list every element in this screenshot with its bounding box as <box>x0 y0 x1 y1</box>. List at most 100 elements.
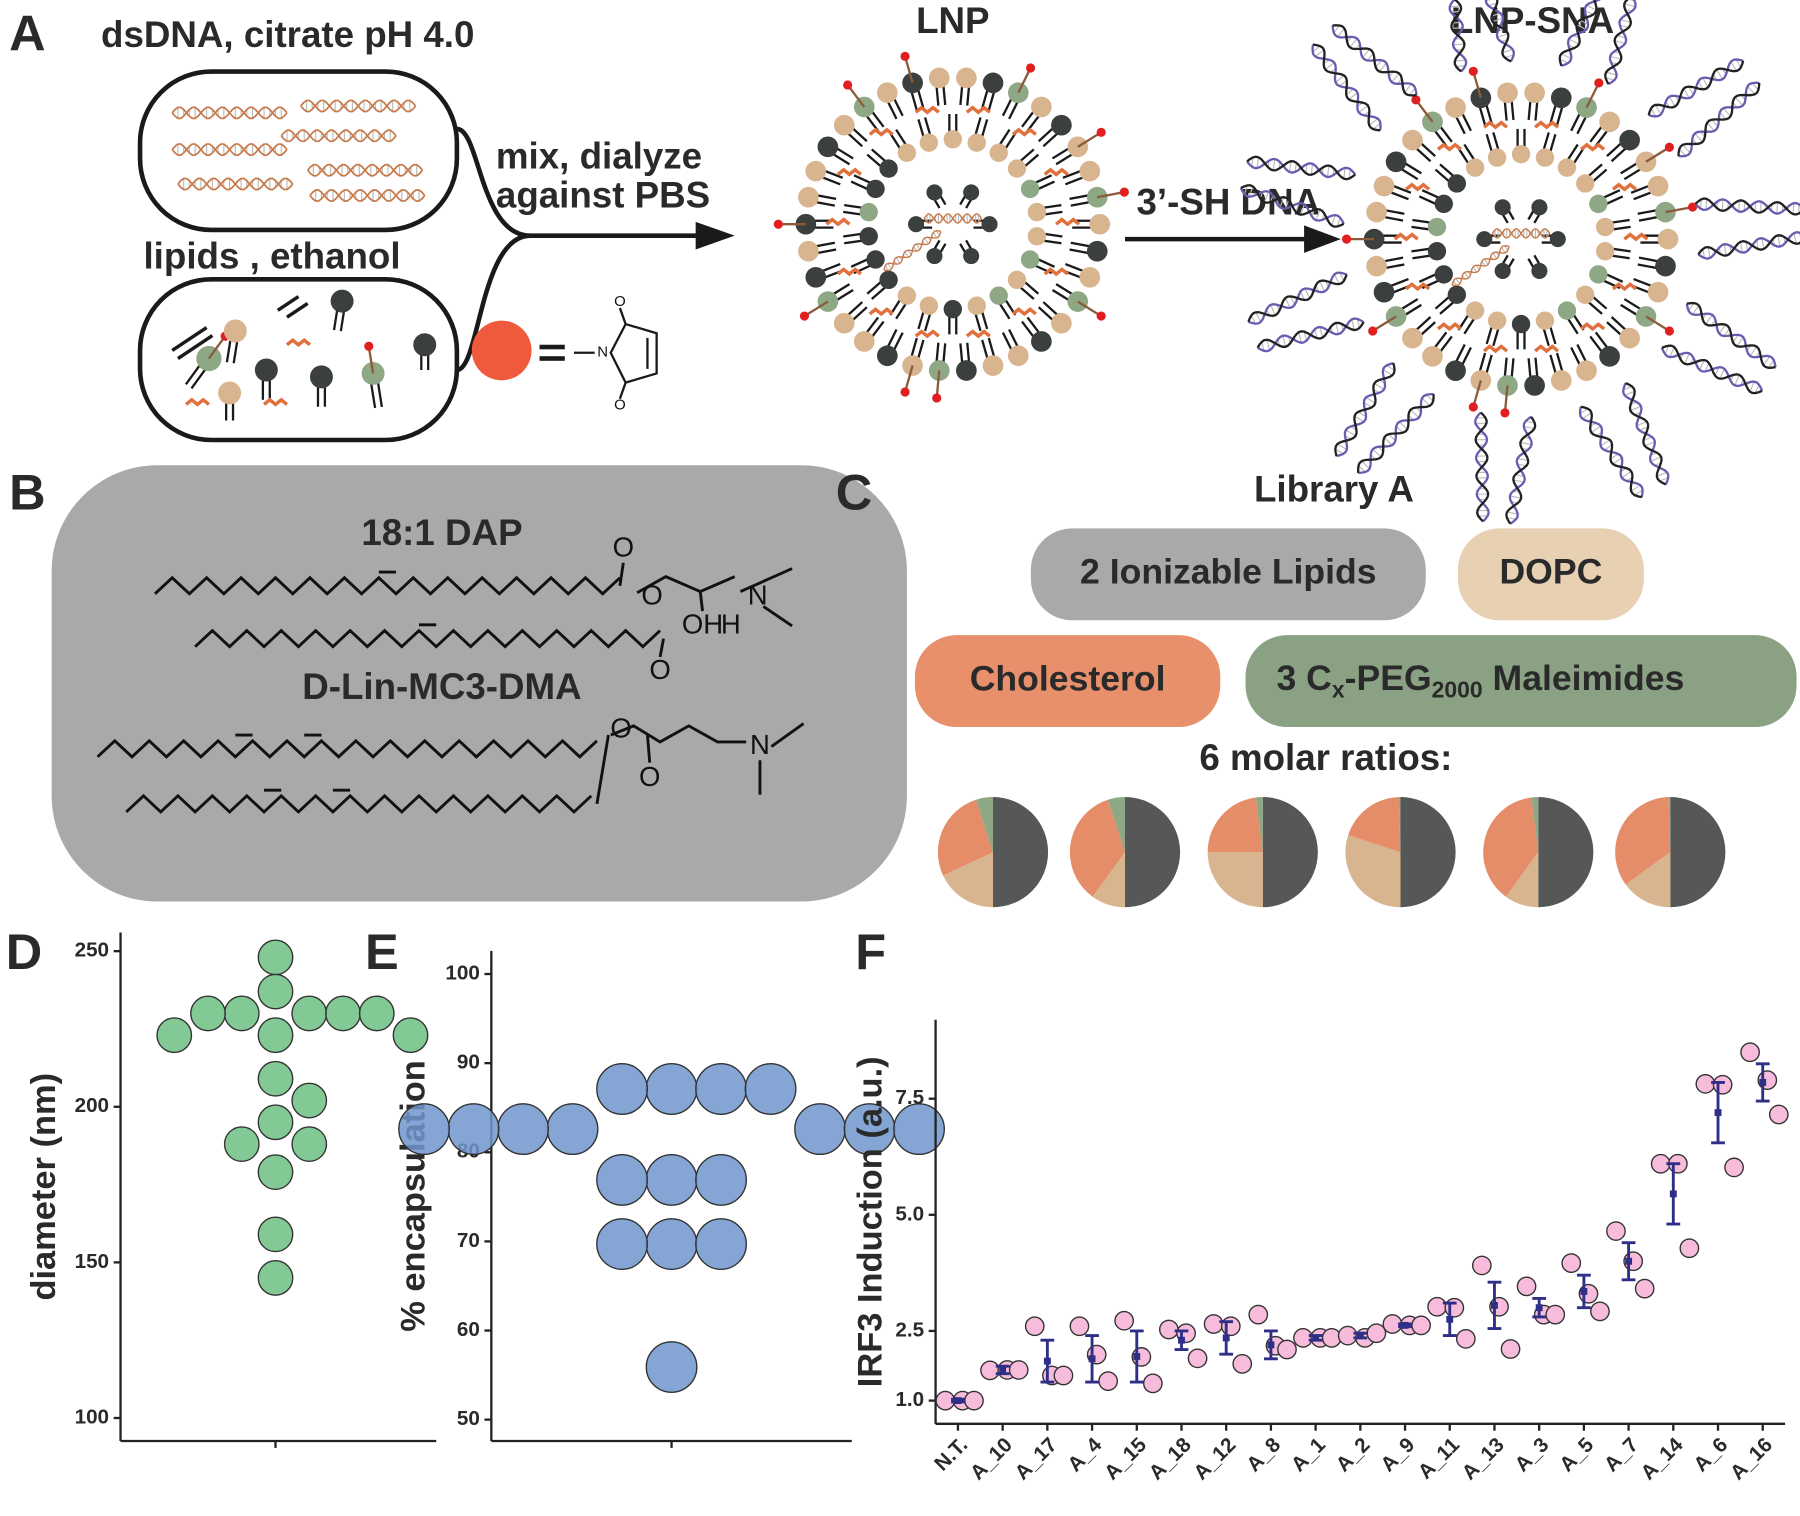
dna-strand <box>923 213 983 224</box>
dsdna-title: dsDNA, citrate pH 4.0 <box>101 14 474 55</box>
base-pair <box>1319 326 1324 338</box>
base-pair <box>1714 367 1720 377</box>
base-pair <box>884 265 889 271</box>
data-point <box>358 995 395 1032</box>
base-pair <box>1361 460 1370 470</box>
cholesterol <box>184 397 211 407</box>
base-pair <box>1266 339 1271 351</box>
base-pair <box>1485 0 1491 2</box>
y-tick-label: 60 <box>457 1318 480 1341</box>
atom: O <box>610 713 631 744</box>
dna-strand <box>1490 0 1512 63</box>
base-pair <box>1497 33 1509 38</box>
lipid-tails <box>171 295 309 360</box>
base-pair <box>1348 92 1358 100</box>
lipid-head <box>1589 194 1608 214</box>
component-box <box>1245 635 1797 728</box>
lipid-head <box>876 82 898 103</box>
pie-slice <box>1670 797 1726 908</box>
base-pair <box>1734 374 1740 386</box>
replicate-point <box>1724 1157 1744 1178</box>
dna-strand <box>1332 24 1417 97</box>
maleimide <box>1500 408 1510 418</box>
library-title: Library A <box>1254 468 1414 509</box>
base-pair <box>1623 385 1633 391</box>
base-pair <box>1333 274 1340 285</box>
base-pair <box>1747 85 1756 95</box>
lipid-head <box>982 355 1004 376</box>
base-pair <box>1793 232 1797 244</box>
base-pair <box>1315 209 1321 221</box>
replicate-point <box>1590 1301 1610 1322</box>
base-pair <box>1345 429 1356 437</box>
base-pair <box>1269 304 1277 316</box>
lipid-head <box>254 358 278 382</box>
base-pair <box>1312 45 1321 53</box>
lipid-head <box>866 179 885 199</box>
lipid-head <box>859 202 878 222</box>
dna-strand <box>1647 60 1745 116</box>
base-pair <box>1654 104 1662 115</box>
maleimide <box>1025 63 1036 73</box>
replicate-point <box>1444 1297 1465 1318</box>
base-pair <box>1719 112 1727 120</box>
base-pair <box>1706 122 1715 132</box>
data-point <box>257 1104 294 1141</box>
base-pair <box>1716 69 1723 80</box>
atom: O <box>614 293 626 310</box>
replicate-point <box>1516 1276 1537 1297</box>
base-pair <box>1761 238 1765 250</box>
dna-strand <box>883 231 942 271</box>
lipid-head <box>1366 255 1387 277</box>
peg-chain <box>1585 84 1599 109</box>
label-part: Maleimides <box>1483 658 1685 698</box>
base-pair <box>1248 186 1254 197</box>
data-point <box>325 995 361 1032</box>
y-tick-label: 100 <box>75 1405 109 1428</box>
lipid-head <box>798 240 819 262</box>
maleimide-symbol <box>471 320 532 381</box>
cholesterol <box>868 307 894 317</box>
dna-strand <box>1677 82 1761 157</box>
peg-chain <box>368 348 375 374</box>
pie-slice <box>1255 797 1263 853</box>
data-point <box>596 1153 649 1206</box>
base-pair <box>1616 35 1626 39</box>
base-pair <box>1749 346 1758 357</box>
peg-chain <box>1472 380 1482 406</box>
dna-strand <box>1694 197 1800 216</box>
base-pair <box>1491 12 1501 17</box>
maleimide <box>843 80 853 90</box>
dna-strand <box>1474 411 1490 523</box>
base-pair <box>1634 489 1643 496</box>
component-box <box>1457 528 1644 621</box>
mean-marker <box>1714 1109 1722 1117</box>
base-pair <box>1343 167 1346 179</box>
base-pair <box>1449 5 1461 8</box>
mean-marker <box>1669 1190 1677 1198</box>
lipid-head <box>926 247 943 265</box>
base-pair <box>1704 362 1710 372</box>
atom: O <box>613 531 634 562</box>
maleimide <box>1468 66 1478 76</box>
lipid-head <box>1427 242 1447 261</box>
base-pair <box>1520 441 1532 446</box>
cholesterol <box>1611 282 1638 292</box>
maleimide <box>932 393 942 403</box>
replicate-point <box>1024 1316 1045 1337</box>
lipid-head <box>943 299 962 319</box>
cholesterol <box>1043 167 1069 177</box>
base-pair <box>1777 235 1781 247</box>
component-label: 2 Ionizable Lipids <box>1080 552 1377 592</box>
peg-chain <box>904 58 914 84</box>
y-axis-title: IRF3 Induction (a.u.) <box>852 1056 890 1387</box>
arrow-head <box>1304 225 1341 253</box>
pie-slice <box>1092 852 1125 908</box>
lipid-head <box>967 296 986 315</box>
data-point <box>291 1082 328 1119</box>
lipid-head <box>1027 227 1047 246</box>
base-pair <box>1721 199 1724 211</box>
y-axis-title: diameter (nm) <box>25 1073 63 1301</box>
base-pair <box>1502 48 1513 54</box>
base-pair <box>1756 239 1759 250</box>
